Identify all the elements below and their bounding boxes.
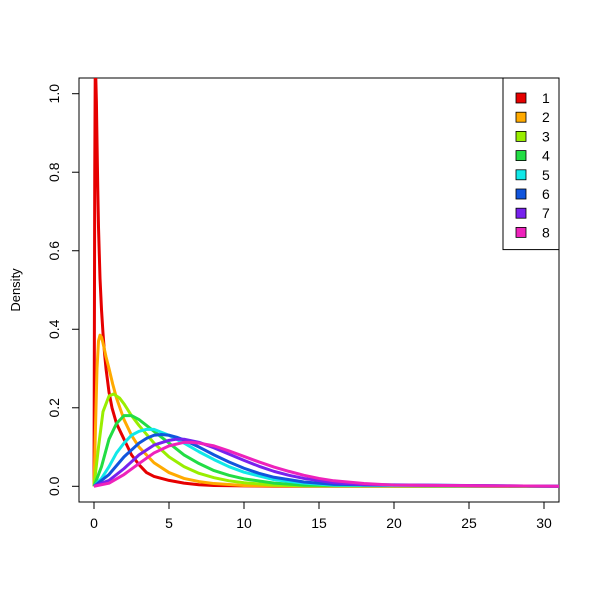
legend-swatch (515, 188, 527, 200)
legend-label: 7 (542, 205, 550, 221)
legend-label: 8 (542, 224, 550, 240)
legend-label: 6 (542, 186, 550, 202)
legend: 1 2 3 4 5 6 7 8 (502, 77, 560, 251)
y-tick-label: 0.6 (46, 241, 62, 261)
x-tick-label: 5 (165, 515, 173, 531)
legend-label: 1 (542, 90, 550, 106)
x-tick-label: 20 (386, 515, 402, 531)
x-axis: 0 5 10 15 20 25 30 (90, 501, 552, 531)
y-axis-title: Density (8, 268, 23, 312)
legend-swatch (515, 207, 527, 219)
series-line-4 (92, 414, 559, 488)
legend-swatch (515, 130, 527, 142)
legend-box (502, 77, 560, 251)
legend-swatch (515, 111, 527, 123)
x-tick-label: 30 (536, 515, 552, 531)
series-line-2 (92, 333, 559, 488)
legend-label: 2 (542, 109, 550, 125)
legend-swatch (515, 169, 527, 181)
series-line-7 (93, 437, 559, 488)
series-line-1 (92, 78, 559, 488)
legend-swatch (515, 226, 527, 238)
legend-swatch (515, 150, 527, 162)
y-axis: 0.0 0.2 0.4 0.6 0.8 1.0 (46, 84, 80, 496)
y-tick-label: 0.4 (46, 319, 62, 339)
y-tick-label: 1.0 (46, 84, 62, 104)
series-line-3 (92, 392, 559, 488)
x-tick-label: 15 (311, 515, 327, 531)
series-group (92, 78, 559, 488)
legend-label: 4 (542, 148, 550, 164)
plot-area (78, 77, 560, 503)
series-line-8 (93, 440, 559, 488)
legend-label: 3 (542, 128, 550, 144)
x-tick-label: 10 (236, 515, 252, 531)
y-tick-label: 0.0 (46, 476, 62, 496)
legend-swatch (515, 92, 527, 104)
legend-label: 5 (542, 167, 550, 183)
y-tick-label: 0.2 (46, 398, 62, 418)
y-tick-label: 0.8 (46, 162, 62, 182)
x-tick-label: 0 (90, 515, 98, 531)
x-tick-label: 25 (461, 515, 477, 531)
